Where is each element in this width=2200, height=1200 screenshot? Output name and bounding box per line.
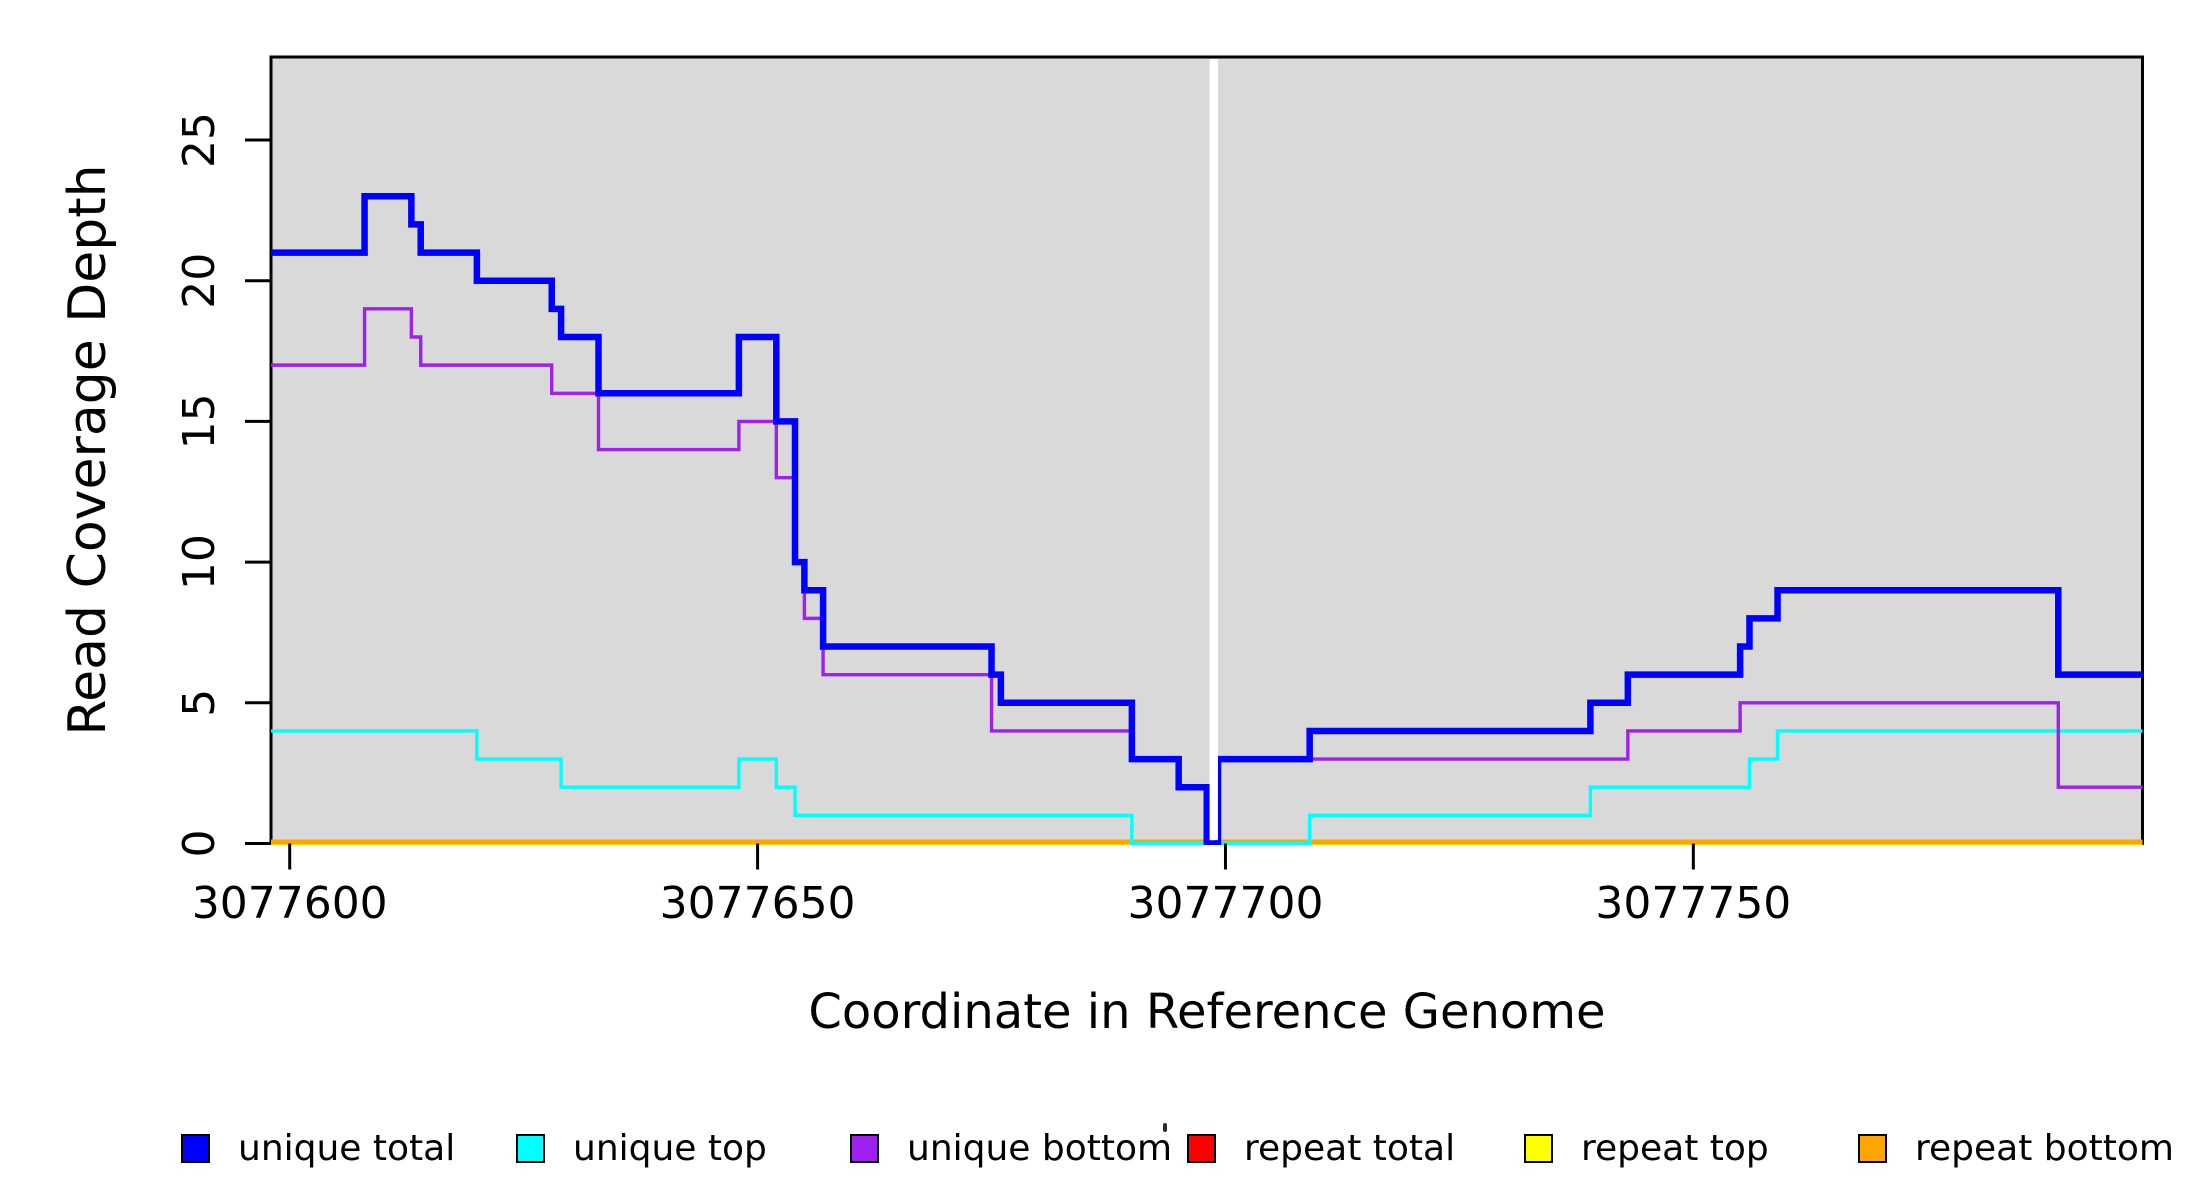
series-unique-total: [271, 193, 2143, 845]
stray-mark: [1163, 1123, 1167, 1132]
y-axis-tick-label: 5: [174, 689, 225, 717]
x-axis-tick-label: 3077700: [1127, 878, 1323, 929]
x-axis-tick-label: 3077650: [660, 878, 856, 929]
x-axis-tick-label: 3077600: [192, 878, 388, 929]
x-axis-title: Coordinate in Reference Genome: [808, 984, 1606, 1040]
series-unique-top: [271, 729, 2143, 845]
y-axis-tick-label: 25: [174, 112, 225, 168]
plot-area: [271, 57, 2143, 844]
y-axis-tick-label: 0: [174, 830, 225, 858]
y-axis-title: Read Coverage Depth: [58, 164, 118, 736]
y-axis-tick-label: 15: [174, 393, 225, 449]
y-axis-tick-label: 20: [174, 253, 225, 309]
series-unique-bottom: [271, 307, 2143, 845]
y-axis-tick-label: 10: [174, 534, 225, 590]
coverage-gap-band: [1209, 59, 1218, 841]
x-axis-tick-label: 3077750: [1595, 878, 1791, 929]
